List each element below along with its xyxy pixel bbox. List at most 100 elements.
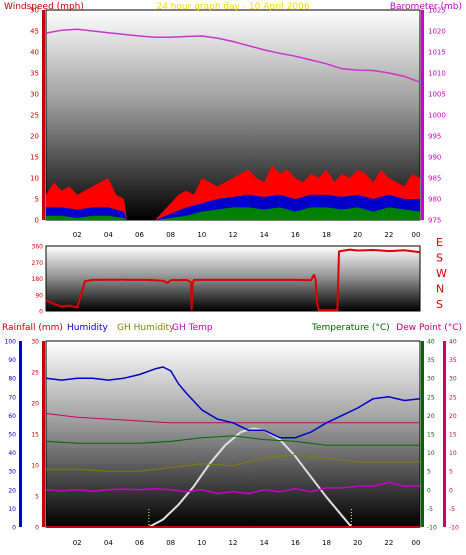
- temperature-y-tick-label: 20: [427, 413, 435, 420]
- temperature-y-tick-label: 0: [427, 487, 431, 494]
- wind-x-tick-label: 14: [260, 231, 269, 239]
- rain-axis-bar: [42, 341, 45, 527]
- dewpoint-y-tick-label: 20: [449, 413, 457, 420]
- climate-x-tick-label: 04: [104, 539, 113, 547]
- climate-x-tick-label: 02: [73, 539, 82, 547]
- humidity-y-tick-label: 90: [8, 357, 16, 364]
- rain-y-tick-label: 10: [31, 463, 39, 470]
- climate-x-tick-label: 20: [353, 539, 362, 547]
- wind-low-area: [46, 207, 420, 220]
- wind-y-tick-label: 5: [35, 196, 39, 204]
- dewpoint-y-tick-label: 35: [449, 357, 457, 364]
- wind-x-tick-label: 18: [322, 231, 331, 239]
- baro-y-tick-label: 990: [428, 154, 441, 162]
- solar-curve-line: [148, 427, 353, 528]
- dewpoint-y-tick-label: 10: [449, 450, 457, 457]
- wind-y-tick-label: 0: [35, 217, 39, 225]
- wind-x-tick-label: 12: [229, 231, 238, 239]
- dewpoint-y-tick-label: 40: [449, 339, 457, 346]
- direction-y-tick-label: 270: [32, 260, 44, 267]
- compass-label: S: [436, 298, 443, 311]
- baro-axis-bar: [421, 10, 424, 220]
- compass-label: W: [436, 267, 447, 280]
- humidity-y-tick-label: 40: [8, 450, 16, 457]
- compass-label: E: [436, 236, 443, 249]
- dewpoint-y-tick-label: -5: [449, 506, 455, 513]
- gh-temp-line: [45, 481, 420, 495]
- gh-humidity-line: [46, 454, 420, 472]
- wind-x-tick-label: 06: [135, 231, 144, 239]
- rainfall-axis-title: Rainfall (mm): [2, 323, 63, 333]
- climate-x-tick-label: 14: [260, 539, 269, 547]
- rain-y-tick-label: 5: [35, 494, 39, 501]
- wind-y-tick-label: 10: [30, 175, 39, 183]
- baro-y-tick-label: 1015: [428, 49, 446, 57]
- wind-x-tick-label: 04: [104, 231, 113, 239]
- humidity-axis-bar: [19, 341, 22, 527]
- rain-y-tick-label: 15: [31, 432, 39, 439]
- wind-y-tick-label: 45: [30, 28, 39, 36]
- temperature-y-tick-label: -5: [427, 506, 433, 513]
- climate-x-tick-label: 22: [384, 539, 393, 547]
- rain-y-tick-label: 30: [31, 339, 39, 346]
- compass-label: S: [436, 252, 443, 265]
- temperature-y-tick-label: 25: [427, 394, 435, 401]
- baro-y-tick-label: 975: [428, 217, 441, 225]
- wind-y-tick-label: 25: [30, 112, 39, 120]
- wind-axis-title: Windspeed (mph): [4, 2, 84, 12]
- humidity-legend-label: Humidity: [67, 323, 108, 333]
- baro-y-tick-label: 1020: [428, 28, 446, 36]
- wind-axis-bar: [42, 10, 45, 220]
- direction-y-tick-label: 180: [32, 276, 44, 283]
- dewpoint-y-tick-label: 30: [449, 376, 457, 383]
- baro-y-tick-label: 1000: [428, 112, 446, 120]
- wind-x-tick-label: 22: [384, 231, 393, 239]
- humidity-y-tick-label: 80: [8, 376, 16, 383]
- dewpoint-y-tick-label: 25: [449, 394, 457, 401]
- wind-x-tick-label: 02: [73, 231, 82, 239]
- direction-y-tick-label: 0: [39, 309, 43, 316]
- humidity-y-tick-label: 10: [8, 506, 16, 513]
- direction-panel-background: [46, 246, 420, 311]
- baro-axis-title: Barometer (mb): [390, 2, 462, 12]
- climate-x-tick-label: 00: [412, 539, 421, 547]
- humidity-y-tick-label: 20: [8, 487, 16, 494]
- humidity-y-tick-label: 30: [8, 469, 16, 476]
- direction-panel-background-frame: [45, 245, 421, 312]
- temperature-y-tick-label: -10: [427, 525, 437, 532]
- temperature-line: [45, 435, 420, 446]
- temperature-y-tick-label: 10: [427, 450, 435, 457]
- temperature-y-tick-label: 35: [427, 357, 435, 364]
- wind-direction-line: [45, 248, 421, 312]
- wind-y-tick-label: 50: [30, 7, 39, 15]
- wind-x-tick-label: 00: [412, 231, 421, 239]
- climate-x-tick-label: 18: [322, 539, 331, 547]
- climate-x-tick-label: 08: [166, 539, 175, 547]
- rain-y-tick-label: 25: [31, 370, 39, 377]
- wind-x-tick-label: 10: [197, 231, 206, 239]
- baro-y-tick-label: 1010: [428, 70, 446, 78]
- temperature-y-tick-label: 40: [427, 339, 435, 346]
- rain-y-tick-label: 0: [35, 525, 39, 532]
- dew-point-legend-label: Dew Point (°C): [396, 323, 462, 333]
- wind-y-tick-label: 40: [30, 49, 39, 57]
- climate-x-tick-label: 12: [229, 539, 238, 547]
- baro-y-tick-label: 1025: [428, 7, 446, 15]
- baro-y-tick-label: 980: [428, 196, 441, 204]
- humidity-line: [45, 366, 421, 439]
- wind-y-tick-label: 35: [30, 70, 39, 78]
- wind-x-tick-label: 08: [166, 231, 175, 239]
- humidity-y-tick-label: 60: [8, 413, 16, 420]
- wind-y-tick-label: 30: [30, 91, 39, 99]
- wind-y-tick-label: 15: [30, 154, 39, 162]
- humidity-y-tick-label: 0: [12, 525, 16, 532]
- chart-title: 24 hour graph day - 10 April 2006: [156, 2, 309, 12]
- baro-y-tick-label: 1005: [428, 91, 446, 99]
- baro-y-tick-label: 995: [428, 133, 441, 141]
- humidity-y-tick-label: 50: [8, 432, 16, 439]
- temperature-y-tick-label: 15: [427, 432, 435, 439]
- temperature-y-tick-label: 5: [427, 469, 431, 476]
- dewpoint-y-tick-label: 5: [449, 469, 453, 476]
